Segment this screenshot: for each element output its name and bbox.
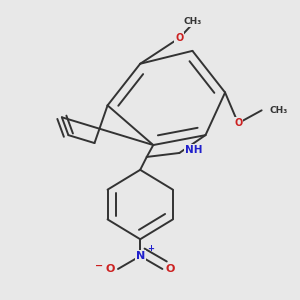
- Text: O: O: [165, 264, 175, 274]
- Text: O: O: [106, 264, 115, 274]
- Text: N: N: [136, 251, 145, 261]
- Text: O: O: [175, 33, 184, 43]
- Text: O: O: [234, 118, 242, 128]
- Text: CH₃: CH₃: [183, 17, 202, 26]
- Text: +: +: [147, 244, 155, 253]
- Text: CH₃: CH₃: [270, 106, 288, 115]
- Text: −: −: [95, 261, 103, 271]
- Text: NH: NH: [185, 145, 202, 155]
